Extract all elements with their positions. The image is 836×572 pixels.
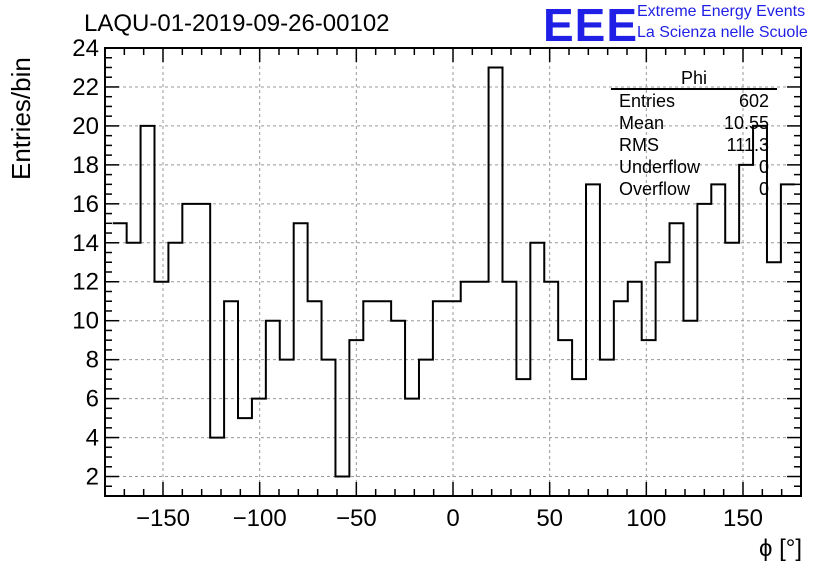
histogram-bin xyxy=(670,223,684,496)
histogram-bin xyxy=(252,399,266,496)
x-tick-label: 50 xyxy=(536,505,563,532)
histogram-bin xyxy=(405,399,419,496)
histogram-bin xyxy=(489,67,503,496)
histogram-bin xyxy=(475,282,489,496)
y-tick-label: 12 xyxy=(72,269,99,296)
y-tick-label: 16 xyxy=(72,191,99,218)
histogram-bin xyxy=(614,301,628,496)
histogram-bin xyxy=(168,243,182,496)
histogram-bin xyxy=(544,282,558,496)
histogram-bin xyxy=(781,184,795,496)
histogram-bin xyxy=(210,438,224,496)
histogram-bin xyxy=(683,321,697,496)
y-tick-label: 22 xyxy=(72,74,99,101)
x-tick-label: 100 xyxy=(626,505,666,532)
x-tick-label: −50 xyxy=(336,505,377,532)
histogram-bin xyxy=(558,340,572,496)
histogram-bin xyxy=(502,282,516,496)
stats-value: 10.55 xyxy=(723,113,769,133)
histogram-bin xyxy=(322,360,336,496)
y-tick-label: 20 xyxy=(72,113,99,140)
histogram-bin xyxy=(377,301,391,496)
histogram-bin xyxy=(697,204,711,496)
stats-value: 0 xyxy=(758,157,769,177)
histogram-bin xyxy=(711,184,725,496)
histogram-bin xyxy=(127,243,141,496)
histogram-bin xyxy=(739,165,753,496)
histogram-bin xyxy=(516,379,530,496)
stats-key: RMS xyxy=(619,135,659,155)
histogram-bin xyxy=(447,301,461,496)
histogram-bin xyxy=(294,223,308,496)
stats-key: Overflow xyxy=(619,179,691,199)
histogram-bin xyxy=(725,243,739,496)
stats-key: Underflow xyxy=(619,157,701,177)
stats-row-overflow: Overflow 0 xyxy=(611,178,777,200)
histogram-bin xyxy=(363,301,377,496)
histogram-bin xyxy=(461,282,475,496)
x-tick-label: 150 xyxy=(723,505,763,532)
histogram-bin xyxy=(308,301,322,496)
histogram-bin xyxy=(391,321,405,496)
x-tick-label: −150 xyxy=(136,505,190,532)
histogram-bin xyxy=(628,282,642,496)
x-tick-label: 0 xyxy=(446,505,459,532)
y-tick-label: 10 xyxy=(72,308,99,335)
histogram-bin xyxy=(196,204,210,496)
stats-value: 602 xyxy=(738,91,769,111)
stats-value: 111.3 xyxy=(726,135,769,155)
histogram-bin xyxy=(600,360,614,496)
plot-title: LAQU-01-2019-09-26-00102 xyxy=(84,10,390,37)
x-tick-label: −100 xyxy=(233,505,287,532)
brand-subtitle-line2: La Scienza nelle Scuole xyxy=(637,24,808,41)
histogram-bin xyxy=(530,243,544,496)
histogram-bin xyxy=(182,204,196,496)
histogram-bin xyxy=(141,126,155,496)
stats-value: 0 xyxy=(758,179,769,199)
histogram-bin xyxy=(419,360,433,496)
y-tick-label: 8 xyxy=(86,347,99,374)
histogram-bin xyxy=(154,282,168,496)
y-tick-label: 4 xyxy=(86,425,99,452)
stats-row-rms: RMS 111.3 xyxy=(611,134,777,156)
histogram-line xyxy=(112,66,795,478)
stats-row-mean: Mean 10.55 xyxy=(611,112,777,134)
histogram-bin xyxy=(349,340,363,496)
stats-title: Phi xyxy=(611,68,777,90)
stats-key: Entries xyxy=(619,91,676,111)
histogram-bin xyxy=(266,321,280,496)
brand-subtitle-line1: Extreme Energy Events xyxy=(637,3,806,20)
stats-row-underflow: Underflow 0 xyxy=(611,156,777,178)
stats-key: Mean xyxy=(619,113,665,133)
histogram-bin xyxy=(767,262,781,496)
histogram-bin xyxy=(642,340,656,496)
y-tick-label: 24 xyxy=(72,35,99,62)
histogram-bin xyxy=(238,418,252,496)
stats-row-entries: Entries 602 xyxy=(611,90,777,112)
eee-logo: EEE xyxy=(543,0,639,51)
y-tick-label: 18 xyxy=(72,152,99,179)
histogram-bin xyxy=(433,301,447,496)
stats-box: Phi Entries 602 Mean 10.55 RMS 111.3 Und… xyxy=(611,68,777,200)
y-tick-label: 14 xyxy=(72,230,99,257)
histogram-bin xyxy=(280,360,294,496)
histogram-bin xyxy=(656,262,670,496)
x-axis-label: ϕ [°] xyxy=(758,535,802,562)
histogram-bin xyxy=(572,379,586,496)
histogram-bin xyxy=(586,184,600,496)
histogram-bin xyxy=(224,301,238,496)
y-tick-label: 6 xyxy=(86,386,99,413)
y-tick-label: 2 xyxy=(86,464,99,491)
